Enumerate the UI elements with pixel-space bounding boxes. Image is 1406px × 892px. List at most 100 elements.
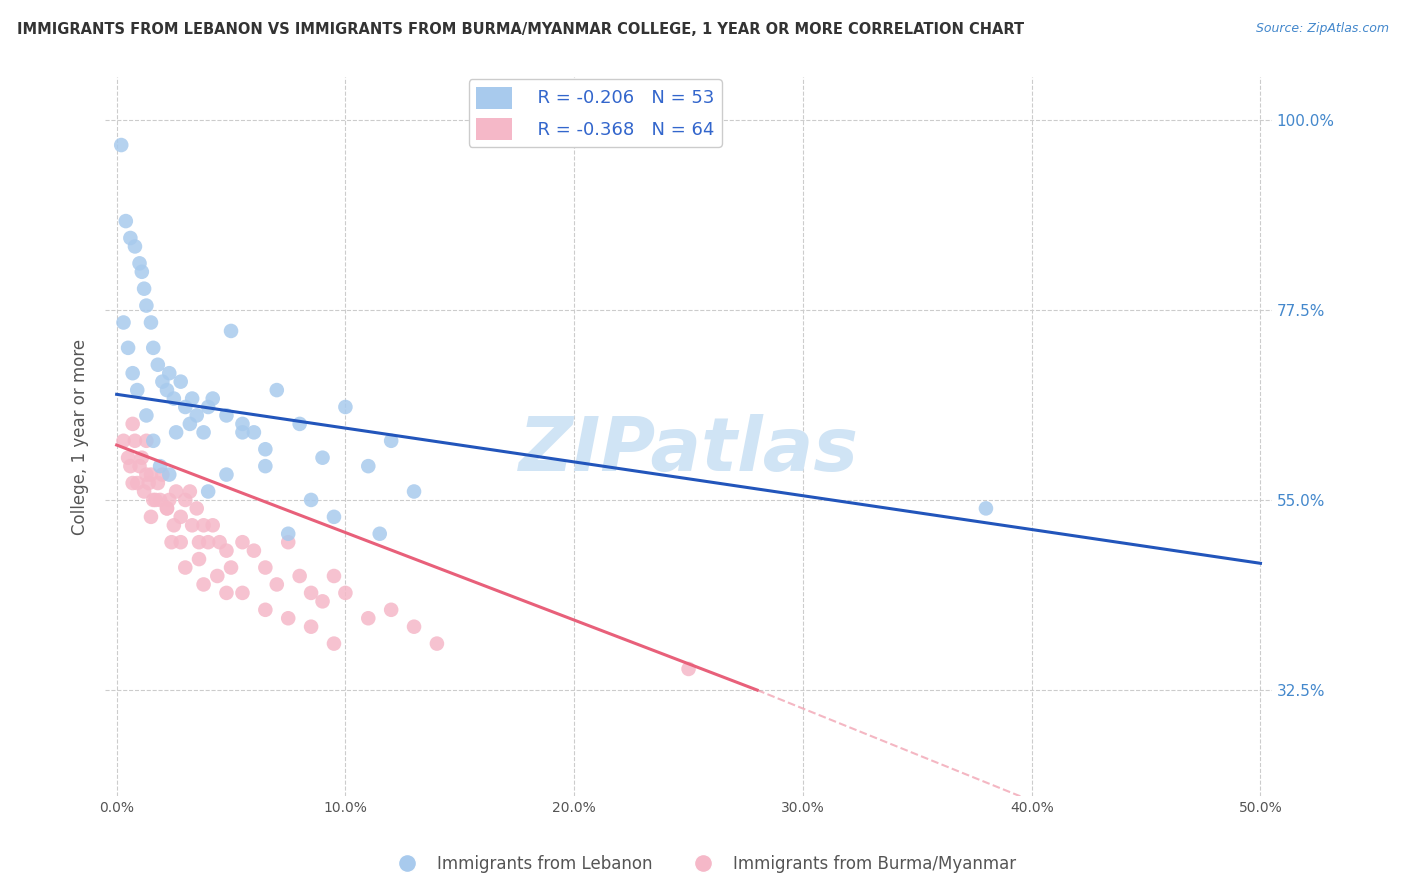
Text: ZIPatlas: ZIPatlas <box>519 415 859 487</box>
Point <box>243 543 266 558</box>
Point <box>231 586 253 600</box>
Point <box>974 501 997 516</box>
Point <box>197 484 219 499</box>
Point <box>277 611 299 625</box>
Point <box>132 282 155 296</box>
Point <box>402 484 425 499</box>
Point <box>231 425 253 440</box>
Point <box>132 484 155 499</box>
Point <box>142 434 165 448</box>
Point <box>254 603 277 617</box>
Point <box>127 476 149 491</box>
Point <box>215 467 238 482</box>
Point <box>380 434 402 448</box>
Point <box>117 450 139 465</box>
Y-axis label: College, 1 year or more: College, 1 year or more <box>72 338 89 534</box>
Point <box>128 256 150 270</box>
Point <box>112 316 135 330</box>
Point <box>131 450 153 465</box>
Point <box>219 560 242 574</box>
Point <box>207 569 229 583</box>
Point <box>163 518 186 533</box>
Point <box>299 492 322 507</box>
Point <box>215 586 238 600</box>
Point <box>174 492 197 507</box>
Point <box>288 417 311 431</box>
Point <box>208 535 231 549</box>
Point <box>193 518 215 533</box>
Point <box>121 366 143 380</box>
Point <box>170 535 193 549</box>
Point <box>135 467 157 482</box>
Point <box>243 425 266 440</box>
Point <box>156 383 179 397</box>
Point <box>201 392 224 406</box>
Point <box>426 637 449 651</box>
Point <box>323 637 346 651</box>
Point <box>323 569 346 583</box>
Point <box>179 417 201 431</box>
Point <box>266 577 288 591</box>
Point <box>135 409 157 423</box>
Point <box>157 467 180 482</box>
Point <box>142 341 165 355</box>
Point <box>266 383 288 397</box>
Point <box>311 450 333 465</box>
Point <box>170 509 193 524</box>
Point <box>299 620 322 634</box>
Point <box>357 611 380 625</box>
Point <box>231 417 253 431</box>
Point <box>335 586 357 600</box>
Point <box>121 476 143 491</box>
Point <box>188 552 211 566</box>
Point <box>368 526 391 541</box>
Point <box>179 484 201 499</box>
Point <box>135 434 157 448</box>
Point <box>124 239 146 253</box>
Point <box>357 459 380 474</box>
Point <box>165 425 187 440</box>
Point <box>311 594 333 608</box>
Point <box>124 434 146 448</box>
Point <box>165 484 187 499</box>
Point <box>120 459 142 474</box>
Point <box>110 138 132 153</box>
Point <box>127 383 149 397</box>
Legend:   R = -0.206   N = 53,   R = -0.368   N = 64: R = -0.206 N = 53, R = -0.368 N = 64 <box>468 79 721 147</box>
Point <box>156 501 179 516</box>
Point <box>277 526 299 541</box>
Point <box>152 467 174 482</box>
Point <box>142 492 165 507</box>
Point <box>197 400 219 414</box>
Point <box>254 459 277 474</box>
Point <box>146 476 169 491</box>
Point <box>156 501 179 516</box>
Point <box>139 509 162 524</box>
Point <box>402 620 425 634</box>
Point <box>131 265 153 279</box>
Point <box>139 316 162 330</box>
Point <box>149 459 172 474</box>
Point <box>288 569 311 583</box>
Point <box>323 509 346 524</box>
Point <box>299 586 322 600</box>
Point <box>170 375 193 389</box>
Point <box>157 366 180 380</box>
Point <box>139 467 162 482</box>
Point <box>149 492 172 507</box>
Point <box>277 535 299 549</box>
Point <box>186 501 208 516</box>
Point <box>254 560 277 574</box>
Text: Source: ZipAtlas.com: Source: ZipAtlas.com <box>1256 22 1389 36</box>
Point <box>186 409 208 423</box>
Legend: Immigrants from Lebanon, Immigrants from Burma/Myanmar: Immigrants from Lebanon, Immigrants from… <box>384 848 1022 880</box>
Point <box>117 341 139 355</box>
Point <box>201 518 224 533</box>
Point <box>193 425 215 440</box>
Point <box>138 476 160 491</box>
Point <box>152 375 174 389</box>
Point <box>174 400 197 414</box>
Point <box>254 442 277 457</box>
Point <box>380 603 402 617</box>
Point <box>114 214 136 228</box>
